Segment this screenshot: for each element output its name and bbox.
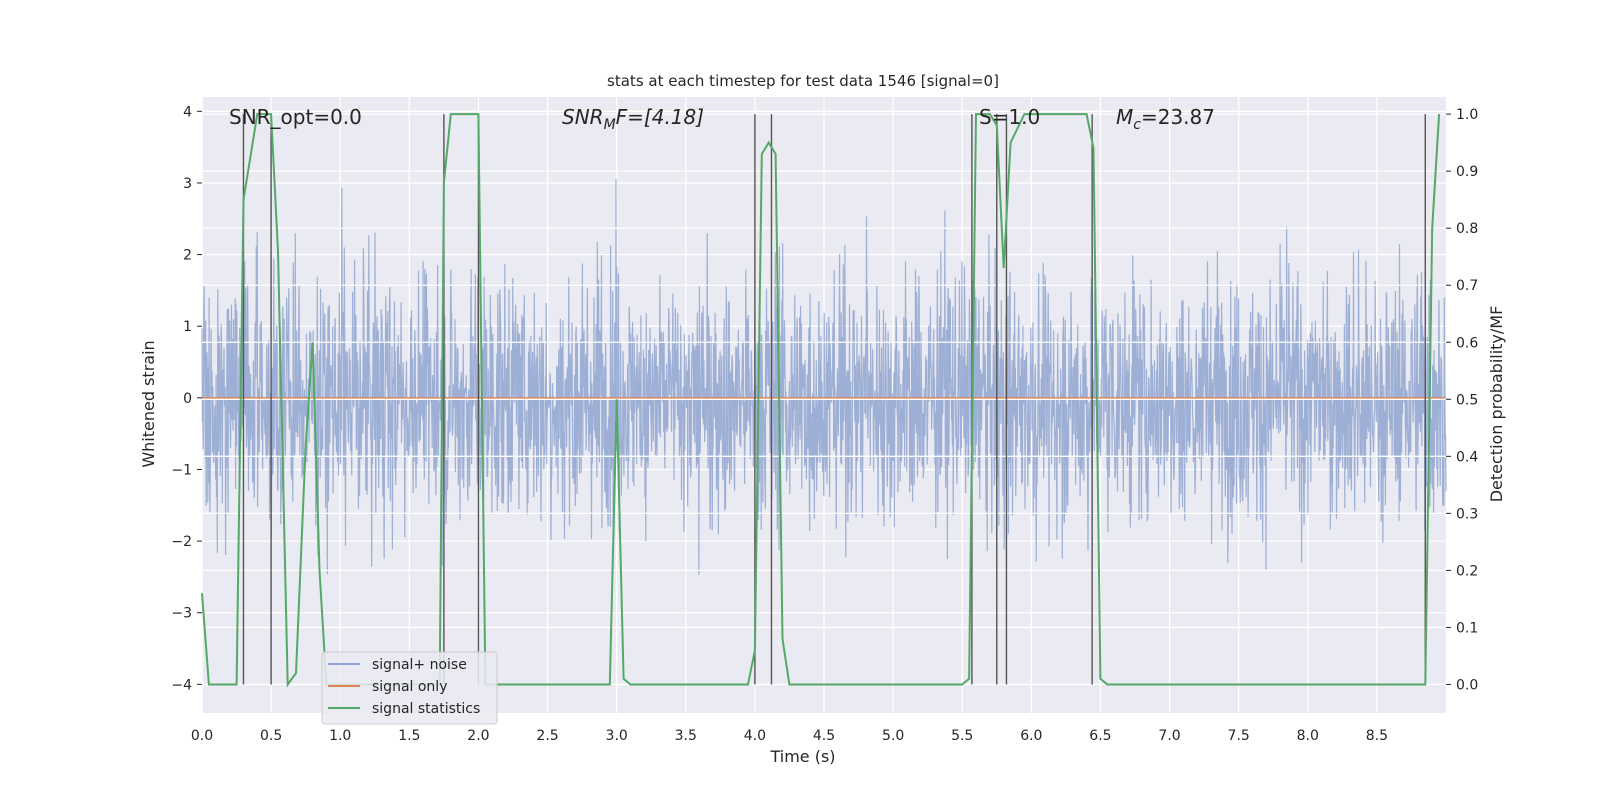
annotation-snr-mf-sub: M [604,117,616,133]
y-right-tick-label: 0.9 [1456,164,1478,180]
x-tick-label: 2.0 [467,728,489,744]
y-left-tick-label: −4 [171,677,192,693]
series-signal-statistics [201,113,1441,688]
y-left-tick-label: 2 [183,248,192,264]
x-tick-label: 1.5 [398,728,420,744]
y-left-tick-label: −3 [171,606,192,622]
annotation-snr-mf-italic: SNR [562,105,604,129]
y-left-tick-label: −1 [171,462,192,478]
y-right-tick-label: 0.1 [1456,620,1478,636]
signal-statistics-line [201,113,1441,688]
signal-noise-line [201,178,1447,575]
x-tick-label: 4.0 [744,728,766,744]
x-tick-label: 7.5 [1228,728,1250,744]
x-tick-label: 6.0 [1020,728,1042,744]
y-left-tick-label: 3 [183,176,192,192]
y-right-tick-label: 0.6 [1456,335,1478,351]
annotation-mc-sub: c [1133,117,1141,133]
x-tick-label: 6.5 [1089,728,1111,744]
y-right-tick-label: 0.7 [1456,278,1478,294]
x-tick-label: 3.0 [606,728,628,744]
y-axis-label-right: Detection probability/MF [1487,306,1506,503]
y-right-tick-label: 0.3 [1456,506,1478,522]
y-left-tick-label: 1 [183,319,192,335]
legend-box [321,651,498,725]
annotation-mc-rest: =23.87 [1141,105,1215,129]
y-left-tick-label: −2 [171,534,192,550]
y-left-tick-label: 4 [183,104,192,120]
y-right-tick-label: 0.2 [1456,563,1478,579]
x-tick-label: 5.0 [882,728,904,744]
annotation-snr-mf-rest: F=[4.18] [616,105,704,129]
x-axis-label: Time (s) [769,747,835,766]
tick-labels: 0.0 0.5 1.0 1.5 2.0 2.5 3.0 3.5 4.0 4.5 5.0 5.5 6.0 6… [171,104,1478,744]
x-tick-label: 3.5 [675,728,697,744]
x-tick-label: 5.5 [951,728,973,744]
legend-label-signal-noise: signal+ noise [372,657,467,673]
x-tick-label: 4.5 [813,728,835,744]
legend-label-signal-only: signal only [372,679,447,695]
series-signal-noise [201,178,1447,575]
x-tick-label: 0.0 [191,728,213,744]
annotation-snr-opt: SNR_opt=0.0 [229,105,362,129]
annotation-snr-mf: SNRMF=[4.18] [562,105,704,133]
y-right-tick-label: 0.5 [1456,392,1478,408]
x-tick-label: 2.5 [536,728,558,744]
annotation-mc: Mc=23.87 [1116,105,1215,133]
annotation-mc-italic: M [1116,105,1133,129]
y-right-tick-label: 0.0 [1456,677,1478,693]
y-left-tick-label: 0 [183,391,192,407]
x-tick-label: 7.0 [1158,728,1180,744]
y-right-tick-label: 0.8 [1456,221,1478,237]
legend: signal+ noise signal only signal statist… [321,651,498,725]
x-tick-label: 1.0 [329,728,351,744]
y-right-tick-label: 1.0 [1456,107,1478,123]
y-right-tick-label: 0.4 [1456,449,1478,465]
x-tick-label: 0.5 [260,728,282,744]
x-tick-label: 8.5 [1366,728,1388,744]
y-axis-label-left: Whitened strain [139,340,158,467]
x-tick-label: 8.0 [1297,728,1319,744]
legend-label-signal-statistics: signal statistics [372,701,480,717]
annotation-s: S=1.0 [979,105,1040,129]
right-grid [202,113,1446,686]
chart-title: stats at each timestep for test data 154… [607,72,999,90]
